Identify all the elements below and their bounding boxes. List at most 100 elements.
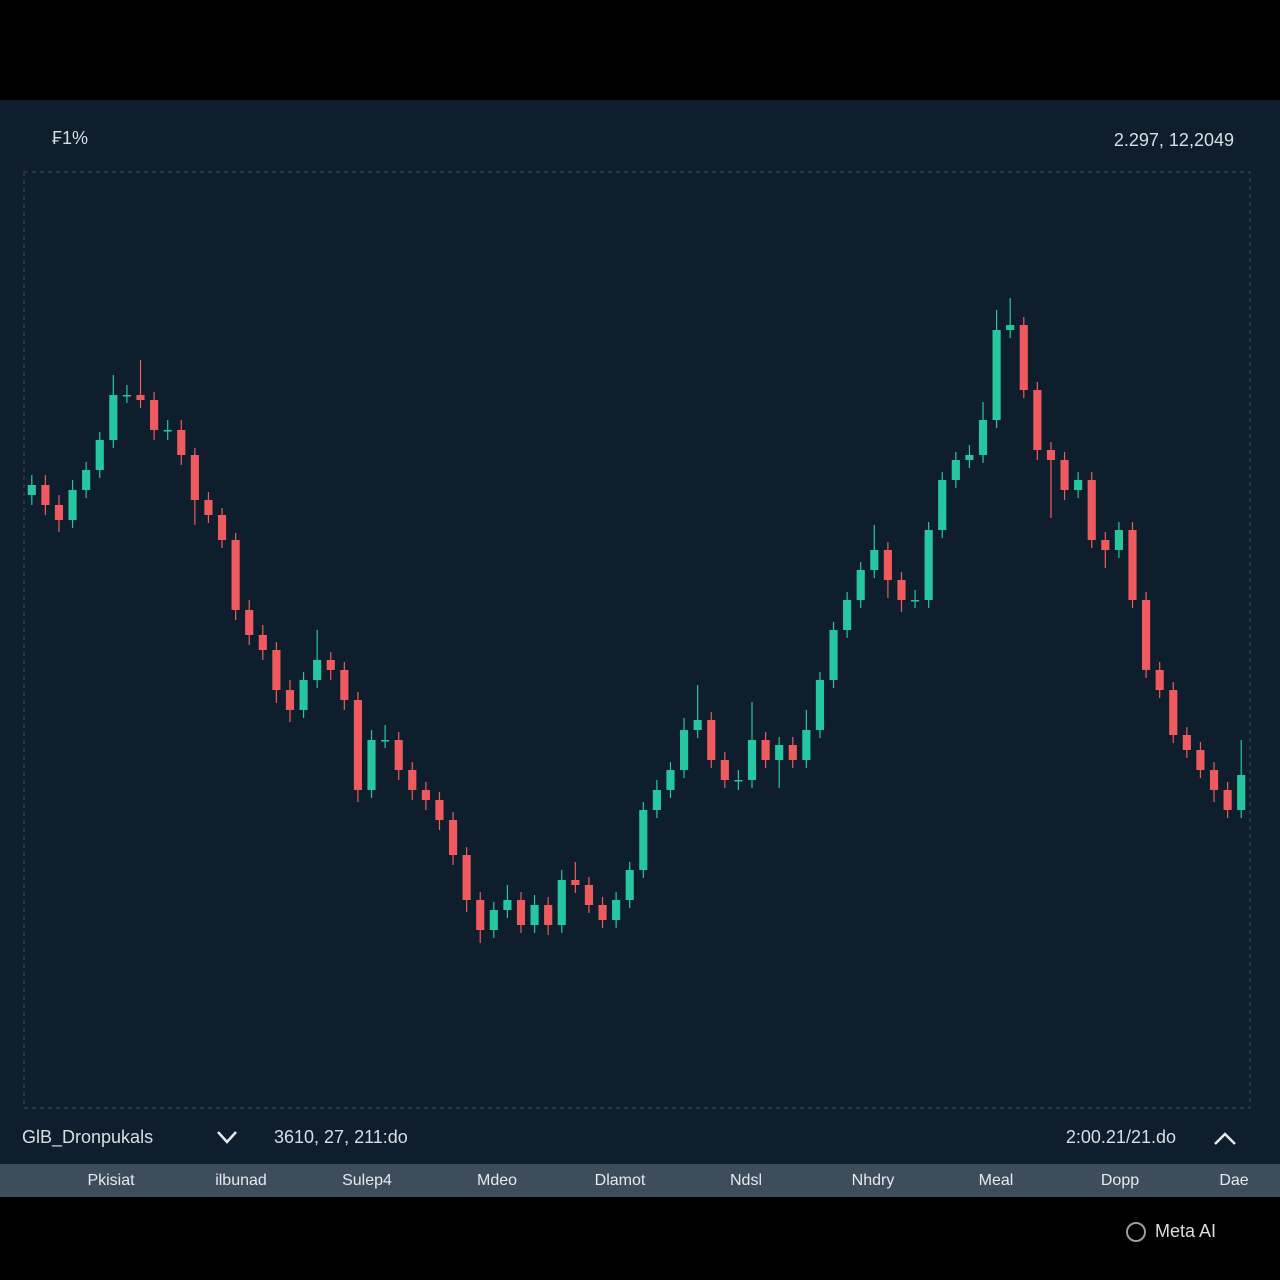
candle-body xyxy=(571,880,580,885)
candle-body xyxy=(421,790,430,800)
candle-body xyxy=(530,905,539,925)
candle-body xyxy=(1196,750,1205,770)
candle-body xyxy=(544,905,553,925)
header-right: 2.297, 12,2049 xyxy=(1114,130,1234,150)
candle-body xyxy=(951,460,960,480)
candle-body xyxy=(747,740,757,780)
candle-body xyxy=(285,690,295,710)
candle-body xyxy=(204,500,213,515)
candle-body xyxy=(1182,735,1191,750)
candle-body xyxy=(353,700,363,790)
candle-body xyxy=(1209,770,1219,790)
collapse-chevron[interactable] xyxy=(1214,1132,1236,1145)
candle-body xyxy=(381,740,390,742)
candle-body xyxy=(938,480,947,530)
candle-body xyxy=(720,760,729,780)
candle-body xyxy=(679,730,689,770)
candle-body xyxy=(1142,600,1151,670)
candle-body xyxy=(1155,670,1164,690)
candle-body xyxy=(54,505,64,520)
candle-body xyxy=(666,770,675,790)
candle-body xyxy=(516,900,526,925)
candle-body xyxy=(978,420,988,455)
candle-body xyxy=(1087,480,1096,540)
candle-body xyxy=(41,485,50,505)
header-left: ₣1% xyxy=(52,128,88,148)
candle-body xyxy=(598,905,607,920)
top-band xyxy=(0,0,1280,100)
candle-body xyxy=(448,820,458,855)
candle-body xyxy=(870,550,879,570)
candle-body xyxy=(557,880,566,925)
candle-body xyxy=(612,900,621,920)
candle-body xyxy=(625,870,634,900)
candle-body xyxy=(258,635,267,650)
candle-body xyxy=(1128,530,1137,600)
candle-body xyxy=(910,600,920,602)
candle-body xyxy=(245,610,254,635)
tab[interactable]: ilbunad xyxy=(215,1172,267,1189)
candle-body xyxy=(476,900,485,930)
candle-body xyxy=(367,740,376,790)
candle-body xyxy=(788,745,797,760)
dropdown-chevron[interactable] xyxy=(217,1131,237,1144)
footer-right-value: 2:00.21/21.do xyxy=(1066,1127,1176,1147)
candle-body xyxy=(965,455,974,460)
candle-body xyxy=(1223,790,1232,810)
tab[interactable]: Mdeo xyxy=(477,1172,517,1189)
candle-body xyxy=(843,600,852,630)
candle-body xyxy=(435,800,444,820)
tab[interactable]: Dae xyxy=(1219,1172,1248,1189)
candle-body xyxy=(313,660,322,680)
candle-body xyxy=(734,780,743,782)
candle-body xyxy=(190,455,199,500)
candle-body xyxy=(584,885,594,905)
candle-body xyxy=(326,660,335,670)
tab[interactable]: Ndsl xyxy=(730,1172,762,1189)
candle-body xyxy=(1033,390,1042,450)
candle-body xyxy=(707,720,716,760)
candle-body xyxy=(503,900,512,910)
candle-body xyxy=(272,650,281,690)
footer-left-value: 3610, 27, 211:do xyxy=(274,1127,408,1147)
candle-body xyxy=(815,680,825,730)
candle-body xyxy=(1237,775,1246,810)
candle-body xyxy=(693,720,702,730)
candle-body xyxy=(394,740,403,770)
chart-panel xyxy=(0,100,1280,1164)
candle-body xyxy=(1046,450,1056,460)
candle-body xyxy=(775,745,784,760)
candle-body xyxy=(462,855,471,900)
candle-body xyxy=(856,570,865,600)
candle-body xyxy=(1019,325,1028,390)
tab[interactable]: Meal xyxy=(979,1172,1014,1189)
candle-body xyxy=(1006,325,1015,330)
tab[interactable]: Pkisiat xyxy=(87,1172,135,1189)
candle-body xyxy=(897,580,906,600)
tab[interactable]: Dopp xyxy=(1101,1172,1139,1189)
tab-bar xyxy=(0,1164,1280,1197)
candle-body xyxy=(68,490,77,520)
candle-body xyxy=(299,680,308,710)
tab[interactable]: Nhdry xyxy=(852,1172,895,1189)
tab[interactable]: Sulep4 xyxy=(342,1172,392,1189)
candle-body xyxy=(177,430,186,455)
tab[interactable]: Dlamot xyxy=(595,1172,646,1189)
candle-body xyxy=(802,730,811,760)
candle-body xyxy=(163,430,172,432)
candle-body xyxy=(1169,690,1178,735)
candle-body xyxy=(231,540,240,610)
candle-body xyxy=(82,470,91,490)
candle-body xyxy=(639,810,648,870)
candle-body xyxy=(1101,540,1110,550)
candle-body xyxy=(992,330,1001,420)
candle-body xyxy=(761,740,770,760)
candle-body xyxy=(408,770,417,790)
candle-body xyxy=(150,400,159,430)
candle-body xyxy=(1060,460,1069,490)
candle-body xyxy=(829,630,838,680)
symbol-select[interactable]: GlB_Dronpukals xyxy=(22,1127,153,1148)
candle-body xyxy=(217,515,227,540)
plot-frame xyxy=(23,171,1251,1109)
